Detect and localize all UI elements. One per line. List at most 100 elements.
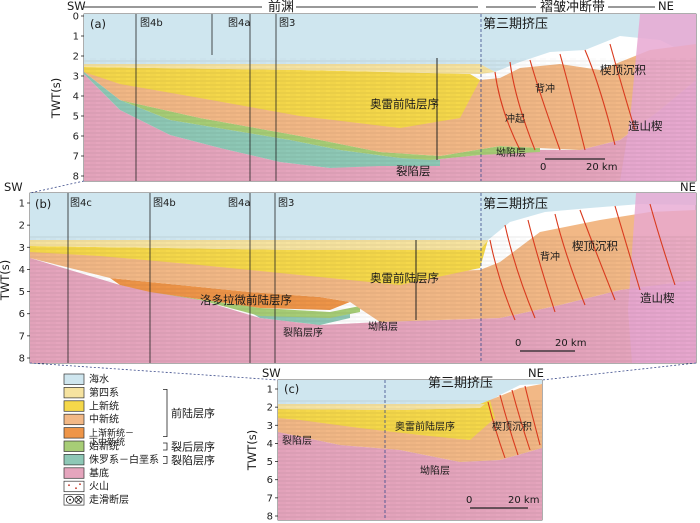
- brace-rift-label: 裂陷层序: [171, 453, 215, 467]
- panel-b-ne: NE: [680, 180, 696, 194]
- panel-b-tick-label: 8: [19, 354, 25, 365]
- panel-b-depression-layer: 坳陷层: [368, 320, 398, 333]
- legend-item: 第四系: [63, 386, 119, 399]
- legend-swatch: [63, 400, 85, 412]
- legend-swatch: [63, 454, 85, 466]
- panel-b-rift-seq: 裂陷层序: [283, 326, 323, 339]
- panel-c-scale-km: 20 km: [508, 495, 539, 506]
- panel-b-seismic-texture: [30, 236, 696, 363]
- legend-label: 中新统: [89, 413, 119, 426]
- panel-b-ref-4a: 图4a: [228, 197, 251, 209]
- legend-item: 基底: [63, 466, 109, 479]
- axis-c-title: TWT(s): [245, 430, 259, 471]
- legend-swatch: [63, 427, 85, 439]
- header-foredeep: 前渊: [268, 0, 294, 15]
- panel-b-pre-foreland: 洛多拉微前陆层序: [200, 293, 292, 307]
- legend-swatch: [63, 480, 85, 493]
- panel-c-depression-layer: 坳陷层: [420, 464, 450, 477]
- panel-c-faults: [487, 385, 541, 459]
- panel-b-foreland-seq: 奥雷前陆层序: [370, 271, 439, 285]
- panel-a-seismic-texture: [84, 58, 696, 181]
- panel-b-ref-lines: [67, 193, 276, 363]
- panel-b-tick-label: 4: [19, 265, 25, 276]
- legend-item: 中新统: [63, 413, 119, 426]
- legend-item: 上渐新统－下中新统: [63, 427, 134, 448]
- brace-foreland-brace: [163, 389, 168, 437]
- panel-c: (c) SW NE 第三期挤压 奥雷前陆层序 楔顶沉积 裂陷层 坳陷层 0 20…: [262, 366, 544, 521]
- panel-a-scale-km: 20 km: [586, 162, 617, 173]
- panel-c-wedge-top: 楔顶沉积: [492, 420, 532, 433]
- legend-label: 海水: [89, 373, 109, 386]
- panel-a-tick-label: 0: [73, 12, 79, 23]
- brace-post-rift-brace: [163, 442, 168, 451]
- panel-a-sea: [84, 14, 696, 72]
- panel-a-tick-label: 3: [73, 72, 79, 83]
- panel-a-uplift: 冲起: [505, 112, 525, 125]
- panel-c-tick-label: 7: [267, 493, 273, 504]
- header-ne: NE: [658, 0, 674, 13]
- panel-c-tick-label: 8: [267, 512, 273, 523]
- panel-b-phase3: 第三期挤压: [483, 197, 548, 212]
- legend-label: 上新统: [89, 399, 119, 412]
- panel-a-tick-label: 2: [73, 52, 79, 63]
- legend-label: 第四系: [89, 386, 119, 399]
- panel-b-tick-label: 3: [19, 243, 25, 254]
- legend-label: 基底: [89, 466, 109, 479]
- panel-c-phase3: 第三期挤压: [428, 376, 493, 391]
- legend-label: 侏罗系－白垩系: [89, 453, 159, 466]
- panel-b-ticks: 1 2 3 4 5 6 7 8: [19, 199, 30, 365]
- panel-b-ref-3: 图3: [278, 197, 294, 209]
- panel-b-wedge-top: 楔顶沉积: [572, 239, 618, 253]
- strike-slip-cross-icon: [75, 497, 82, 503]
- panel-b-label: (b): [35, 197, 51, 211]
- panel-c-rift-layer: 裂陷层: [282, 434, 312, 447]
- panel-c-sw: SW: [262, 366, 281, 380]
- header: SW 前渊 褶皱冲断带 NE: [67, 0, 674, 15]
- panel-a-tick-label: 6: [73, 132, 79, 143]
- panel-a-depression-layer: 坳陷层: [496, 146, 526, 159]
- legend-item: 始新统: [63, 440, 119, 453]
- panel-b: (b) SW NE 图4c 图4b 图4a 图3 第三期挤压 奥雷前陆层序 洛多…: [4, 180, 697, 364]
- panel-b-faults: [489, 203, 676, 321]
- panel-c-sea: [278, 380, 542, 404]
- panel-a-phase3: 第三期挤压: [483, 17, 548, 32]
- panel-b-tick-label: 2: [19, 221, 25, 232]
- panel-a-faults: [494, 43, 636, 151]
- legend-label: 始新统: [89, 440, 119, 453]
- panel-a-tick-label: 8: [73, 172, 79, 183]
- legend-item: 走滑断层: [63, 493, 129, 506]
- panel-c-tick-label: 2: [267, 403, 273, 414]
- panel-b-anticline: 背冲: [540, 250, 560, 263]
- panel-c-seismic-texture: [278, 400, 542, 520]
- panel-b-sea: [30, 193, 696, 240]
- legend-swatch: [63, 387, 85, 399]
- legend-label: 上渐新统－: [89, 427, 134, 439]
- connectors: [29, 180, 697, 381]
- legend-swatch: [63, 467, 85, 479]
- panel-c-label: (c): [284, 382, 299, 396]
- panel-b-ref-4b: 图4b: [153, 197, 176, 209]
- legend-item: 火山: [63, 480, 109, 493]
- panel-b-scale-km: 20 km: [555, 338, 586, 349]
- brace-post-rift-label: 裂后层序: [171, 440, 215, 454]
- header-fold-thrust-belt: 褶皱冲断带: [540, 0, 605, 15]
- panel-a-tick-label: 1: [73, 32, 79, 43]
- panel-a-ref-lines: [135, 14, 277, 181]
- panel-a-label: (a): [90, 17, 106, 31]
- panel-b-orogenic-wedge-label: 造山楔: [640, 291, 675, 305]
- panel-c-tick-label: 1: [267, 385, 273, 396]
- volcano-dot-icon: [79, 483, 81, 486]
- legend-item: 上新统: [63, 399, 119, 412]
- legend-swatch: [63, 440, 85, 452]
- volcano-dot-icon: [68, 484, 70, 487]
- panel-a-scale-zero: 0: [540, 162, 546, 173]
- panel-a-tick-label: 7: [73, 152, 79, 163]
- panel-a-rift-layer: 裂陷层: [396, 164, 431, 178]
- panel-b-tick-label: 7: [19, 331, 25, 342]
- legend-swatch: [63, 413, 85, 426]
- legend-swatch: [63, 373, 85, 385]
- panel-b-tick-label: 6: [19, 309, 25, 320]
- volcano-dot-icon: [75, 487, 77, 490]
- panel-a: (a) 图4b 图4a 图3 第三期挤压 奥雷前陆层序 裂陷层 坳陷层 背冲 冲…: [83, 13, 697, 182]
